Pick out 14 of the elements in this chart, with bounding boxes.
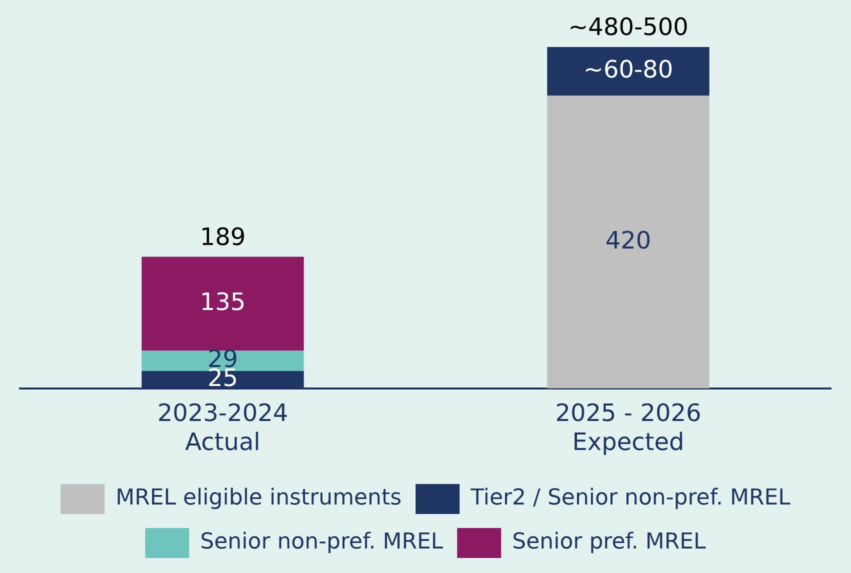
legend-label: Tier2 / Senior non-pref. MREL [470, 486, 792, 511]
x-tick-label: 2025 - 2026 Expected [555, 399, 702, 456]
data-label: 420 [605, 226, 652, 254]
legend-label: Senior non-pref. MREL [200, 530, 444, 555]
legend-label: Senior pref. MREL [512, 530, 707, 555]
total-label: ~480-500 [568, 13, 688, 42]
x-tick-label: 2023-2024 Actual [157, 399, 288, 456]
data-label: 135 [200, 288, 246, 316]
bar [547, 96, 710, 388]
bar [547, 46, 710, 96]
data-label: ~60-80 [583, 56, 674, 84]
legend-label: MREL eligible instruments [116, 486, 402, 511]
total-label: 189 [200, 222, 246, 251]
bar [142, 256, 304, 351]
